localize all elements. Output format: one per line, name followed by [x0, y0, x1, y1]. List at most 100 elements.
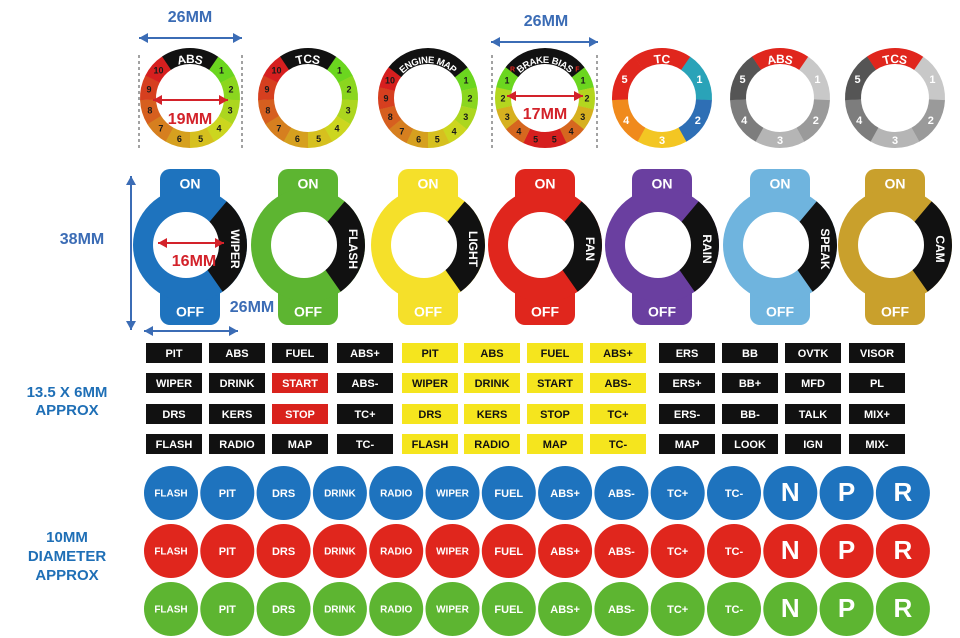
ring-segment — [461, 87, 479, 110]
switch-sticker: ON OFF FLASH — [251, 169, 365, 325]
round-sticker — [819, 524, 874, 578]
round-sticker — [538, 524, 593, 578]
text-label-sticker — [590, 343, 646, 363]
round-label: FLASH — [154, 547, 187, 558]
round-sticker — [819, 466, 874, 520]
text-label-sticker — [785, 434, 841, 454]
ring-number: 4 — [856, 115, 863, 127]
text-label-sticker — [849, 343, 905, 363]
text-label: TC+ — [354, 409, 375, 421]
round-label: R — [894, 535, 913, 565]
dimension-label: 26MM — [168, 9, 212, 26]
round-sticker — [763, 582, 818, 636]
text-label-sticker — [785, 343, 841, 363]
ring-number: 4 — [217, 124, 222, 134]
ring-number: 3 — [346, 106, 351, 116]
text-label-sticker — [464, 373, 520, 393]
arrow-head — [589, 37, 598, 47]
ring-number: 5 — [316, 134, 321, 144]
text-label: MIX- — [865, 439, 889, 451]
ring-segment — [845, 99, 879, 142]
round-label: ABS+ — [550, 546, 580, 558]
ring-segment — [454, 67, 477, 91]
text-label-sticker — [659, 343, 715, 363]
ring-number: 3 — [463, 112, 468, 122]
round-label: P — [838, 593, 855, 623]
round-label: ABS- — [608, 546, 635, 558]
switch-off: OFF — [766, 304, 794, 320]
text-label: ABS- — [605, 378, 632, 390]
round-label: DRINK — [324, 605, 356, 616]
ring-segment — [755, 127, 805, 149]
ring-segment — [406, 128, 428, 148]
round-label: WIPER — [436, 547, 470, 558]
ring-segment — [218, 99, 240, 125]
round-label: RADIO — [380, 489, 412, 500]
ring-number: 1 — [580, 75, 585, 85]
section-label: APPROX — [35, 402, 98, 419]
text-label-sticker — [527, 404, 583, 424]
round-label: DRS — [272, 546, 295, 558]
round-sticker — [650, 466, 705, 520]
switch-off: OFF — [176, 304, 204, 320]
round-label: PIT — [219, 488, 236, 500]
dimension-label: 17MM — [523, 106, 567, 123]
ring-number: 7 — [399, 126, 404, 136]
text-label-sticker — [402, 434, 458, 454]
ring-segment — [796, 99, 830, 142]
switch-sticker: ON OFF CAM — [838, 169, 952, 325]
ring-segment — [730, 99, 764, 142]
ring-segment — [327, 56, 353, 83]
ring-segment — [220, 75, 240, 101]
switch-off: OFF — [294, 304, 322, 320]
round-label: DRS — [272, 604, 295, 616]
arrow-head — [158, 238, 167, 248]
text-label-sticker — [146, 404, 202, 424]
round-sticker — [425, 466, 480, 520]
text-label: DRINK — [220, 378, 255, 390]
ring-segment — [379, 67, 402, 91]
round-label: FUEL — [494, 604, 523, 616]
round-sticker — [369, 582, 424, 636]
round-label: PIT — [219, 604, 236, 616]
ring-segment — [571, 105, 594, 130]
text-label-sticker — [659, 434, 715, 454]
ring-segment — [307, 127, 333, 148]
text-label: MAP — [288, 439, 312, 451]
arrow-head — [126, 321, 136, 330]
switch-label: RAIN — [700, 234, 714, 263]
text-label-sticker — [146, 343, 202, 363]
ring-number: 6 — [416, 134, 421, 144]
arrow-head — [215, 238, 224, 248]
text-label: TC- — [356, 439, 375, 451]
ring-number: 7 — [158, 124, 163, 134]
text-label: FUEL — [541, 348, 570, 360]
round-sticker — [425, 582, 480, 636]
ring-number: 5 — [198, 134, 203, 144]
text-label: STOP — [285, 409, 315, 421]
text-label: TC- — [609, 439, 628, 451]
text-label: ERS+ — [672, 378, 701, 390]
ring-segment — [324, 115, 351, 142]
text-label: ERS- — [674, 409, 701, 421]
arrow-head — [219, 95, 228, 105]
ring-segment — [454, 105, 477, 130]
ring-title: TC — [653, 52, 671, 67]
ring-number: 2 — [229, 84, 234, 94]
text-label: BB — [742, 348, 758, 360]
text-label-sticker — [209, 404, 265, 424]
arrow-head — [126, 176, 136, 185]
ring-number: 5 — [621, 74, 627, 86]
text-label-sticker — [464, 434, 520, 454]
ring-number: 2 — [928, 115, 934, 127]
text-label-sticker — [722, 434, 778, 454]
text-label: ERS — [676, 348, 699, 360]
ring-segment — [523, 128, 545, 148]
text-label-sticker — [590, 373, 646, 393]
ring-number: 8 — [147, 106, 152, 116]
ring-marker: R — [510, 67, 515, 74]
